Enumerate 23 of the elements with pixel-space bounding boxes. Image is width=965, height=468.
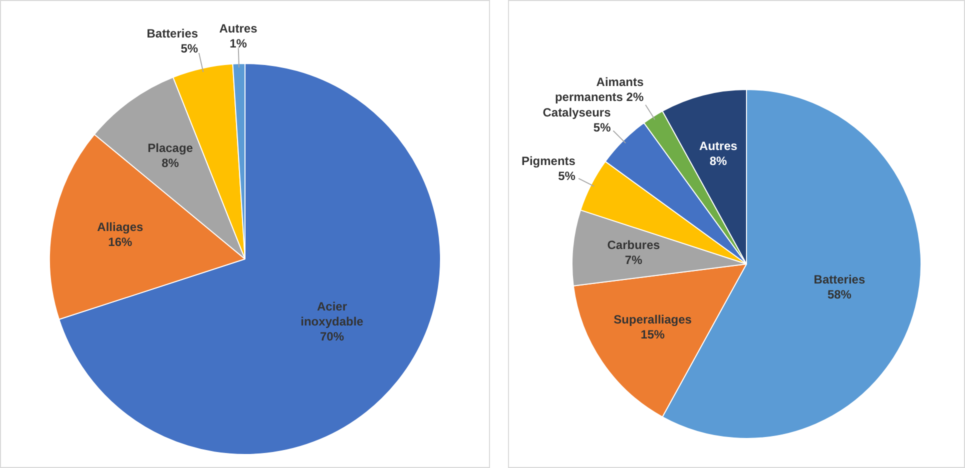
slice-label: Autres (699, 138, 738, 153)
data-label: 70% (320, 330, 344, 344)
slice-label: Aimants permanents 2% (554, 75, 644, 104)
data-label: 8% (162, 156, 180, 170)
slice-label: Carbures (607, 238, 660, 252)
slice-label: Superalliages (614, 312, 692, 327)
data-label: 7% (624, 253, 643, 268)
slice-label: Alliages (97, 220, 144, 234)
data-label: 1% (230, 36, 248, 50)
slice-label: Batteries (814, 272, 866, 287)
slice-label: Acier inoxydable (300, 300, 364, 329)
data-label: 5% (593, 120, 612, 135)
data-label: 16% (108, 235, 133, 249)
data-label: 8% (710, 154, 728, 168)
slice-label: Placage (148, 141, 194, 156)
slice-label: Catalyseurs (542, 106, 612, 120)
data-label: 15% (640, 328, 666, 342)
slice-label: Autres (219, 21, 258, 36)
data-label: 58% (827, 288, 852, 302)
data-label: 5% (180, 41, 198, 56)
data-label: 5% (558, 169, 576, 184)
slice-label: Pigments (521, 154, 576, 168)
slice-label: Batteries (146, 26, 198, 40)
